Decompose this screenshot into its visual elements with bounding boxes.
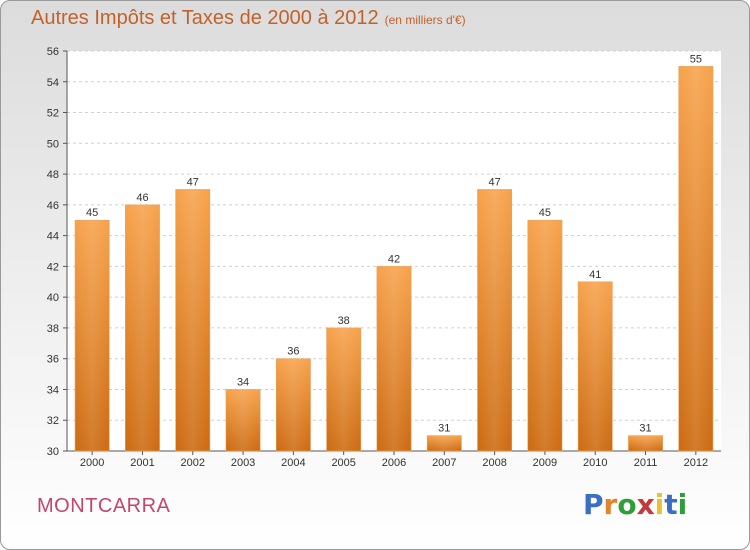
commune-name: MONTCARRA bbox=[37, 495, 171, 517]
data-label: 42 bbox=[388, 253, 400, 265]
data-label: 46 bbox=[136, 192, 148, 204]
y-tick-label: 48 bbox=[47, 169, 59, 181]
labels: 30 32 34 36 38 40 42 44 46 48 50 52 54 56 45 2000 46 2001… bbox=[47, 46, 708, 469]
y-tick-label: 30 bbox=[47, 446, 59, 458]
bar-highlight bbox=[326, 327, 361, 451]
brand-letter: i bbox=[677, 488, 688, 521]
x-tick-label: 2003 bbox=[231, 457, 255, 469]
x-tick-label: 2002 bbox=[181, 457, 205, 469]
data-label: 45 bbox=[86, 207, 98, 219]
brand-letter: i bbox=[654, 488, 665, 521]
y-tick-label: 32 bbox=[47, 415, 59, 427]
bar-highlight bbox=[527, 220, 563, 451]
x-tick-label: 2005 bbox=[331, 457, 355, 469]
data-label: 38 bbox=[338, 315, 350, 327]
y-tick-label: 54 bbox=[47, 77, 59, 89]
y-tick-label: 56 bbox=[47, 46, 59, 58]
x-tick-label: 2007 bbox=[432, 457, 456, 469]
bar-highlight bbox=[477, 189, 512, 451]
bar-highlight bbox=[175, 189, 210, 451]
chart-title: Autres Impôts et Taxes de 2000 à 2012 (en… bbox=[31, 7, 466, 30]
y-tick-label: 52 bbox=[47, 108, 59, 120]
brand-letter: P bbox=[583, 488, 604, 521]
bar-highlight bbox=[578, 281, 613, 451]
data-label: 47 bbox=[187, 176, 199, 188]
bars bbox=[74, 66, 714, 452]
brand-letter: r bbox=[603, 488, 618, 521]
x-tick-label: 2012 bbox=[684, 457, 708, 469]
data-label: 47 bbox=[488, 176, 500, 188]
bar-highlight bbox=[376, 266, 412, 451]
data-label: 34 bbox=[237, 376, 249, 388]
bar-highlight bbox=[427, 435, 462, 451]
data-label: 31 bbox=[639, 423, 651, 435]
y-tick-label: 42 bbox=[47, 261, 59, 273]
bar-highlight bbox=[225, 389, 261, 451]
bar-highlight bbox=[628, 435, 663, 451]
bar-highlight bbox=[276, 358, 311, 451]
y-tick-label: 50 bbox=[47, 138, 59, 150]
y-tick-label: 40 bbox=[47, 292, 59, 304]
data-label: 41 bbox=[589, 269, 601, 281]
data-label: 45 bbox=[539, 207, 551, 219]
y-tick-label: 34 bbox=[47, 384, 59, 396]
chart-unit: (en milliers d'€) bbox=[384, 13, 466, 27]
brand-letter: t bbox=[664, 488, 678, 521]
data-label: 55 bbox=[690, 53, 702, 65]
y-tick-label: 44 bbox=[47, 231, 59, 243]
x-tick-label: 2006 bbox=[382, 457, 406, 469]
x-tick-label: 2010 bbox=[583, 457, 607, 469]
y-tick-label: 36 bbox=[47, 354, 59, 366]
brand-letter: x bbox=[636, 488, 655, 521]
x-tick-label: 2001 bbox=[130, 457, 154, 469]
y-tick-label: 46 bbox=[47, 200, 59, 212]
bar-highlight bbox=[75, 220, 110, 451]
chart-title-text: Autres Impôts et Taxes de 2000 à 2012 bbox=[31, 7, 379, 29]
x-tick-label: 2008 bbox=[482, 457, 506, 469]
bar-highlight bbox=[125, 204, 160, 451]
data-label: 31 bbox=[438, 423, 450, 435]
x-tick-label: 2000 bbox=[80, 457, 104, 469]
brand-letter: o bbox=[617, 488, 637, 521]
proxiti-logo: Proxiti bbox=[583, 488, 687, 521]
x-tick-label: 2004 bbox=[281, 457, 305, 469]
y-tick-label: 38 bbox=[47, 323, 59, 335]
x-tick-label: 2009 bbox=[533, 457, 557, 469]
x-tick-label: 2011 bbox=[634, 457, 658, 469]
bar-highlight bbox=[678, 66, 713, 451]
data-label: 36 bbox=[287, 346, 299, 358]
